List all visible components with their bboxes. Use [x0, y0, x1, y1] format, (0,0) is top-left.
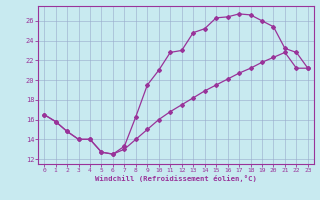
X-axis label: Windchill (Refroidissement éolien,°C): Windchill (Refroidissement éolien,°C) — [95, 175, 257, 182]
